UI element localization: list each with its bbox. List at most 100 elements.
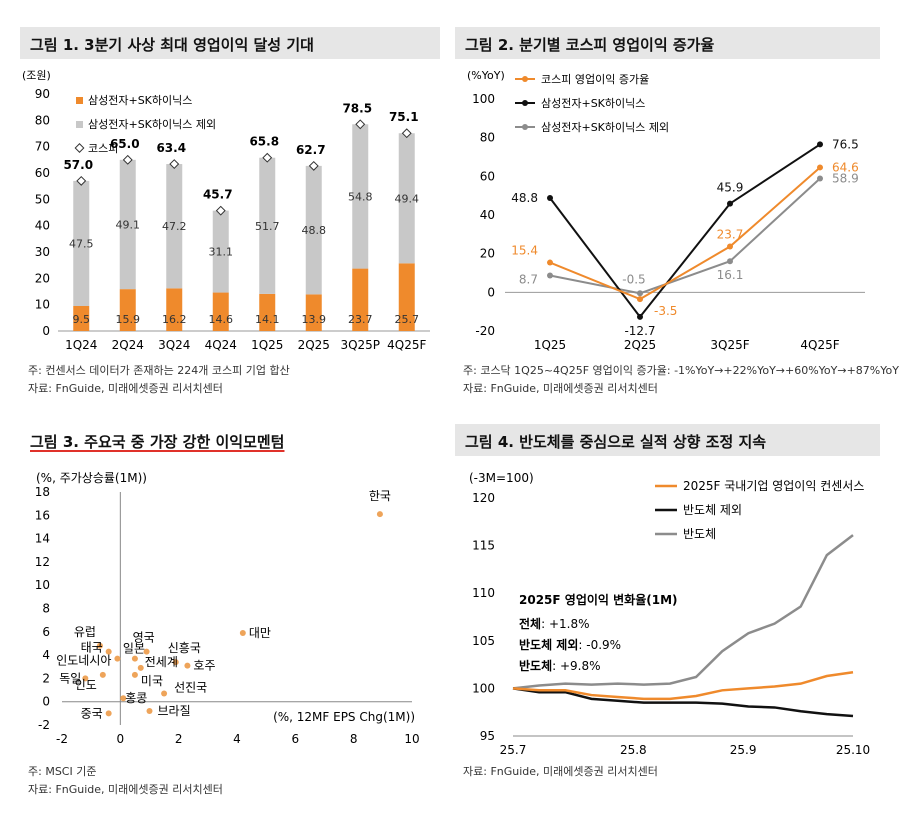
chart-1-x-tick-label: 3Q24 (158, 338, 190, 352)
chart-1-kospi-label: 63.4 (156, 141, 186, 155)
chart-4-line: (-3M=100) 95 100 105 110 115 120 25.7 25.8 25.9 25… (469, 471, 870, 757)
figure-1-note: 주: 컨센서스 데이터가 존재하는 224개 코스피 기업 합산 (28, 364, 290, 377)
chart-3-point (137, 664, 144, 671)
figure-1-title-bar: 그림 1. 3분기 사상 최대 영업이익 달성 기대 (20, 27, 440, 59)
chart-1-y-tick-label: 70 (35, 140, 50, 154)
chart-3-point (184, 662, 191, 669)
chart-4-y-tick-label: 120 (472, 491, 495, 505)
chart-4-annotation-line-value: : +1.8% (541, 617, 589, 631)
figure-3-title-text: 그림 3. 주요국 중 가장 강한 이익모멘텀 (30, 433, 285, 451)
chart-3-point-label: 홍콩 (125, 691, 147, 705)
chart-3-y-tick-label: 6 (42, 625, 50, 639)
chart-3-y-tick-label: 0 (42, 695, 50, 709)
chart-3-point (376, 511, 383, 518)
chart-1-bar-data-label: 25.7 (395, 313, 420, 326)
chart-1-bar-data-label: 47.5 (69, 237, 94, 250)
chart-1-bar-data-label: 49.4 (395, 192, 420, 205)
chart-3-point-label: 태국 (81, 641, 103, 655)
chart-1-x-tick-label: 3Q25P (340, 338, 380, 352)
chart-1-bar-ex-semis (305, 165, 322, 295)
figure-2-source: 자료: FnGuide, 미래에셋증권 리서치센터 (463, 382, 658, 395)
chart-1-bar-semis (212, 292, 229, 331)
figure-4: 그림 4. 반도체를 중심으로 실적 상향 조정 지속 (-3M=100) 95 1… (455, 424, 880, 759)
chart-1-y-tick-label: 50 (35, 192, 50, 206)
chart-3-point (120, 695, 127, 702)
chart-2-legend-marker (522, 76, 528, 82)
chart-1-bar-semis (352, 268, 369, 331)
chart-1-unit-label: (조원) (22, 69, 51, 82)
chart-2-data-label: 58.9 (832, 171, 859, 185)
chart-3-point (96, 642, 103, 649)
chart-4-x-tick-label: 25.8 (620, 743, 647, 757)
chart-2-legend-label: 삼성전자+SK하이닉스 (541, 96, 645, 110)
chart-3-y-tick-label: 12 (35, 555, 50, 569)
figure-3: 그림 3. 주요국 중 가장 강한 이익모멘텀 (%, 주가상승률(1M)) (%… (20, 424, 440, 759)
chart-1-kospi-label: 65.0 (110, 137, 140, 151)
chart-2-x-tick-label: 3Q25F (710, 338, 749, 352)
chart-1-bar-data-label: 16.2 (162, 313, 187, 326)
chart-3-point (239, 629, 246, 636)
chart-4-y-tick-label: 110 (472, 586, 495, 600)
chart-1-kospi-marker (122, 154, 133, 165)
chart-2-data-point (727, 200, 733, 207)
chart-1-bar-data-label: 49.1 (116, 218, 141, 231)
chart-2-data-point (547, 272, 553, 279)
chart-3-point (82, 675, 89, 682)
chart-4-annotation-line: 전체: +1.8% (519, 616, 590, 631)
chart-1-bar-ex-semis (166, 164, 183, 289)
chart-4-x-tick-label: 25.9 (730, 743, 757, 757)
chart-3-point-label: 유럽 (74, 625, 96, 639)
chart-1-y-tick-label: 40 (35, 219, 50, 233)
chart-1-kospi-marker (262, 152, 273, 163)
chart-2-y-tick-label: 20 (480, 247, 495, 261)
chart-1-legend-label: 삼성전자+SK하이닉스 제외 (88, 117, 216, 131)
chart-3-point-label: 브라질 (158, 704, 191, 718)
chart-1-y-tick-label: 10 (35, 298, 50, 312)
chart-3-x-tick-label: 0 (117, 732, 125, 746)
chart-2-data-point (817, 141, 823, 148)
figure-4-title: 그림 4. 반도체를 중심으로 실적 상향 조정 지속 (465, 433, 767, 451)
chart-1-bar-semis (305, 294, 322, 331)
chart-2-y-tick-label: 0 (487, 285, 495, 299)
chart-1-kospi-marker (401, 128, 412, 139)
chart-1-legend-label: 삼성전자+SK하이닉스 (88, 93, 192, 107)
chart-1-x-tick-label: 2Q24 (112, 338, 144, 352)
chart-3-y-tick-label: 14 (35, 532, 50, 546)
chart-1-bar-semis (73, 305, 90, 331)
chart-1-x-tick-label: 4Q25F (387, 338, 426, 352)
chart-1-bar-ex-semis (73, 180, 90, 306)
chart-3-point-label: 중국 (81, 706, 103, 720)
figure-2: 그림 2. 분기별 코스피 영업이익 증가율 (%YoY) -20 0 20 40 60 8… (455, 27, 880, 387)
chart-4-legend-label: 2025F 국내기업 영업이익 컨센서스 (683, 479, 864, 493)
chart-3-point-label: 호주 (193, 659, 215, 673)
chart-1-y-tick-label: 60 (35, 166, 50, 180)
chart-3-point (161, 690, 168, 697)
chart-4-annotation-line-label: 반도체 제외 (519, 637, 578, 652)
figure-2-note: 주: 코스닥 1Q25~4Q25F 영업이익 증가율: -1%YoY→+22%Y… (463, 364, 899, 377)
figure-1-title: 그림 1. 3분기 사상 최대 영업이익 달성 기대 (30, 36, 314, 54)
chart-1-y-tick-label: 30 (35, 245, 50, 259)
chart-1-bar-semis (398, 263, 415, 331)
chart-1-y-tick-label: 20 (35, 271, 50, 285)
chart-2-x-tick-label: 4Q25F (800, 338, 839, 352)
chart-1-bar-ex-semis (398, 133, 415, 264)
chart-1-bar-data-label: 13.9 (302, 313, 327, 326)
chart-3-scatter: (%, 주가상승률(1M)) (%, 12MF EPS Chg(1M)) -2 0 2 4… (35, 471, 420, 746)
chart-3-point (105, 710, 112, 717)
figure-3-title: 그림 3. 주요국 중 가장 강한 이익모멘텀 (30, 431, 284, 452)
chart-2-data-point (817, 175, 823, 182)
chart-1-bar-data-label: 9.5 (73, 313, 91, 326)
chart-3-y-tick-label: 18 (35, 485, 50, 499)
chart-4-annotation-heading: 2025F 영업이익 변화율(1M) (519, 592, 678, 607)
chart-3-y-tick-label: 2 (42, 671, 50, 685)
chart-1-kospi-marker (355, 119, 366, 130)
chart-2-y-tick-label: 60 (480, 169, 495, 183)
chart-1-bar-data-label: 48.8 (302, 224, 327, 237)
chart-2-series-line (549, 177, 821, 295)
chart-2-data-label: 16.1 (717, 268, 744, 282)
figure-3-note: 주: MSCI 기준 (28, 765, 97, 778)
chart-1-bar-data-label: 14.1 (255, 313, 280, 326)
chart-2-data-point (547, 194, 553, 201)
chart-4-annotation-line-label: 반도체 (519, 658, 552, 673)
chart-4-series-line (512, 670, 854, 701)
